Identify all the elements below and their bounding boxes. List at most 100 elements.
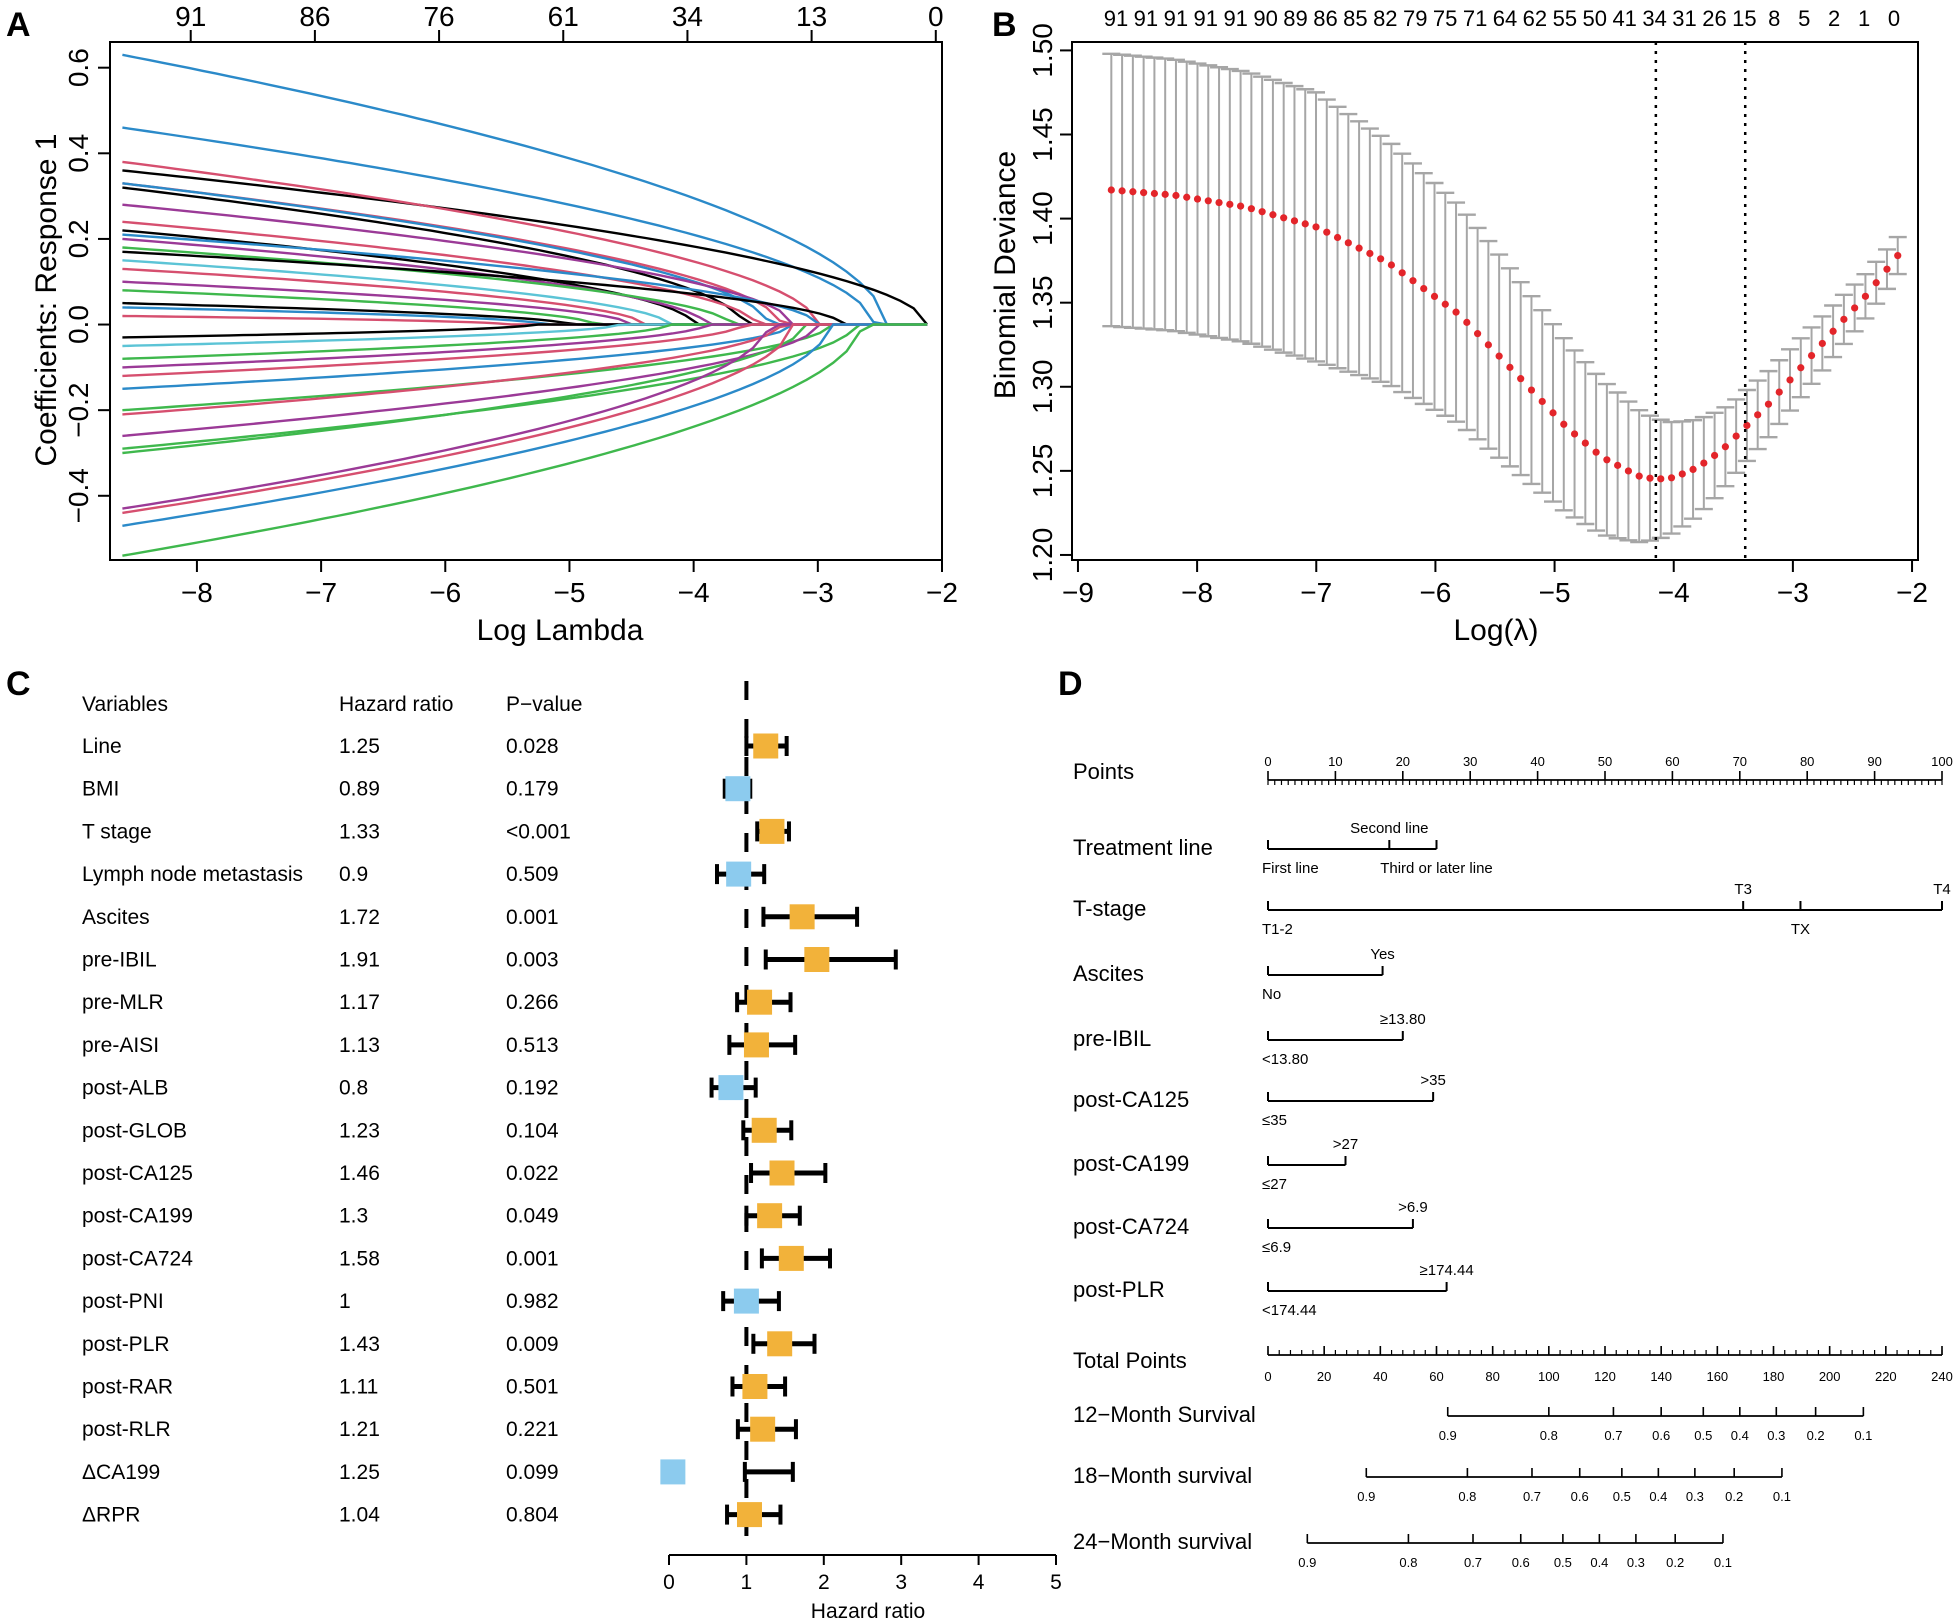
panel-b-cross-validation: −9 −8 −7 −6 −5 −4 −3 −2 1.20 1.25 1.30 1.35 1.40 1.45…: [989, 6, 1928, 647]
deviance-point: [1506, 363, 1514, 371]
deviance-point: [1247, 205, 1255, 213]
deviance-point: [1527, 386, 1536, 394]
forest-row-14: post-PNI 1 0.982: [82, 1288, 781, 1314]
row-p-value: 0.804: [506, 1504, 559, 1527]
top-tick-label: 1: [1858, 6, 1870, 31]
tick-label: 0: [1264, 1369, 1271, 1384]
variable-label: post-CA199: [1073, 1151, 1189, 1176]
top-tick-label: 82: [1373, 6, 1397, 31]
tick-label: 100: [1538, 1369, 1560, 1384]
deviance-point: [1107, 186, 1115, 194]
level-label: ≤27: [1262, 1176, 1287, 1193]
x-tick-label: 5: [1050, 1571, 1062, 1594]
tick-label: 60: [1429, 1369, 1443, 1384]
row-variable: T stage: [82, 820, 152, 843]
column-header-variables: Variables: [82, 693, 168, 716]
nomogram-variable-4: pre-IBIL <13.80 ≥13.80: [1073, 1011, 1426, 1068]
level-label: >6.9: [1398, 1199, 1428, 1216]
nomogram-variable-1: Treatment line First line Second line Third…: [1073, 820, 1493, 877]
survival-tick-label: 0.1: [1714, 1555, 1732, 1570]
deviance-point: [1387, 261, 1396, 269]
y-tick-label: 1.30: [1027, 360, 1058, 415]
deviance-point: [1829, 327, 1837, 335]
hazard-ratio-marker: [767, 1331, 793, 1357]
column-header-hazard-ratio: Hazard ratio: [339, 693, 453, 716]
deviance-point: [1635, 472, 1643, 480]
forest-row-18: ΔCA199 1.25 0.099: [82, 1459, 795, 1485]
level-label: ≥13.80: [1380, 1011, 1426, 1028]
y-tick-label: 1.25: [1027, 444, 1058, 499]
deviance-point: [1721, 443, 1729, 451]
hazard-ratio-marker: [759, 818, 785, 844]
deviance-point: [1150, 189, 1159, 198]
survival-tick-label: 0.7: [1464, 1555, 1482, 1570]
y-tick-label: 0.6: [63, 48, 94, 87]
level-label: T3: [1734, 881, 1752, 898]
hazard-ratio-marker: [753, 733, 779, 759]
deviance-point: [1872, 279, 1880, 287]
row-variable: post-ALB: [82, 1077, 168, 1100]
coefficient-path-34: [122, 323, 928, 515]
y-tick-label: 0.0: [63, 305, 94, 344]
deviance-point: [1377, 255, 1385, 263]
tick-label: 0: [1264, 754, 1271, 769]
deviance-point: [1549, 409, 1557, 417]
deviance-point: [1452, 308, 1460, 316]
top-tick-label: 15: [1732, 6, 1756, 31]
deviance-point: [1269, 211, 1277, 219]
deviance-point: [1333, 233, 1342, 242]
row-variable: post-PLR: [82, 1333, 170, 1356]
error-bars: [1102, 52, 1907, 544]
panel-d-nomogram: Points 0 10 20 30 40 50 60 70 80 90 100 Treatment li…: [1073, 754, 1953, 1570]
level-label: >35: [1420, 1072, 1445, 1089]
row-variable: pre-MLR: [82, 991, 164, 1014]
survival-tick-label: 0.5: [1694, 1428, 1712, 1443]
deviance-point: [1624, 467, 1633, 475]
top-tick-label: 91: [1164, 6, 1188, 31]
top-tick-label: 55: [1553, 6, 1577, 31]
x-tick-label: −9: [1062, 577, 1094, 608]
row-hazard-ratio: 0.89: [339, 778, 380, 801]
x-tick-label: −5: [1539, 577, 1571, 608]
deviance-point: [1732, 432, 1740, 440]
top-tick-label: 34: [672, 1, 703, 32]
deviance-point: [1398, 269, 1406, 277]
deviance-point: [1764, 400, 1773, 408]
survival-tick-label: 0.6: [1652, 1428, 1670, 1443]
plot-frame: [109, 41, 943, 561]
survival-tick-label: 0.6: [1512, 1555, 1530, 1570]
row-p-value: <0.001: [506, 820, 571, 843]
top-tick-label: 91: [1194, 6, 1218, 31]
variable-label: post-CA125: [1073, 1087, 1189, 1112]
survival-tick-label: 0.2: [1666, 1555, 1684, 1570]
row-p-value: 0.001: [506, 906, 559, 929]
row-variable: post-RLR: [82, 1418, 171, 1441]
coefficient-path-3: [122, 169, 929, 326]
row-variable: post-RAR: [82, 1376, 173, 1399]
survival-tick-label: 0.8: [1458, 1489, 1476, 1504]
deviance-point: [1581, 439, 1589, 447]
deviance-point: [1560, 420, 1568, 428]
deviance-point: [1204, 197, 1212, 205]
deviance-point: [1290, 217, 1299, 225]
deviance-point: [1140, 189, 1148, 197]
tick-label: 70: [1733, 754, 1747, 769]
deviance-point: [1807, 351, 1816, 360]
row-hazard-ratio: 1.25: [339, 1461, 380, 1484]
y-axis-label: Coefficients: Response 1: [30, 134, 63, 467]
top-tick-label: 5: [1798, 6, 1810, 31]
coefficient-path-32: [122, 323, 928, 455]
row-p-value: 0.192: [506, 1077, 559, 1100]
row-hazard-ratio: 1.58: [339, 1247, 380, 1270]
row-p-value: 0.179: [506, 778, 559, 801]
tick-label: 30: [1463, 754, 1477, 769]
level-label: ≤35: [1262, 1112, 1287, 1129]
y-tick-label: 0.2: [63, 219, 94, 258]
points-label: Points: [1073, 759, 1134, 784]
nomogram-variable-3: Ascites No Yes: [1073, 946, 1395, 1003]
panel-label-a: A: [6, 6, 31, 44]
survival-tick-label: 0.4: [1649, 1489, 1667, 1504]
forest-row-13: post-CA724 1.58 0.001: [82, 1245, 832, 1271]
row-hazard-ratio: 1.46: [339, 1162, 380, 1185]
hazard-ratio-marker: [743, 1032, 769, 1058]
